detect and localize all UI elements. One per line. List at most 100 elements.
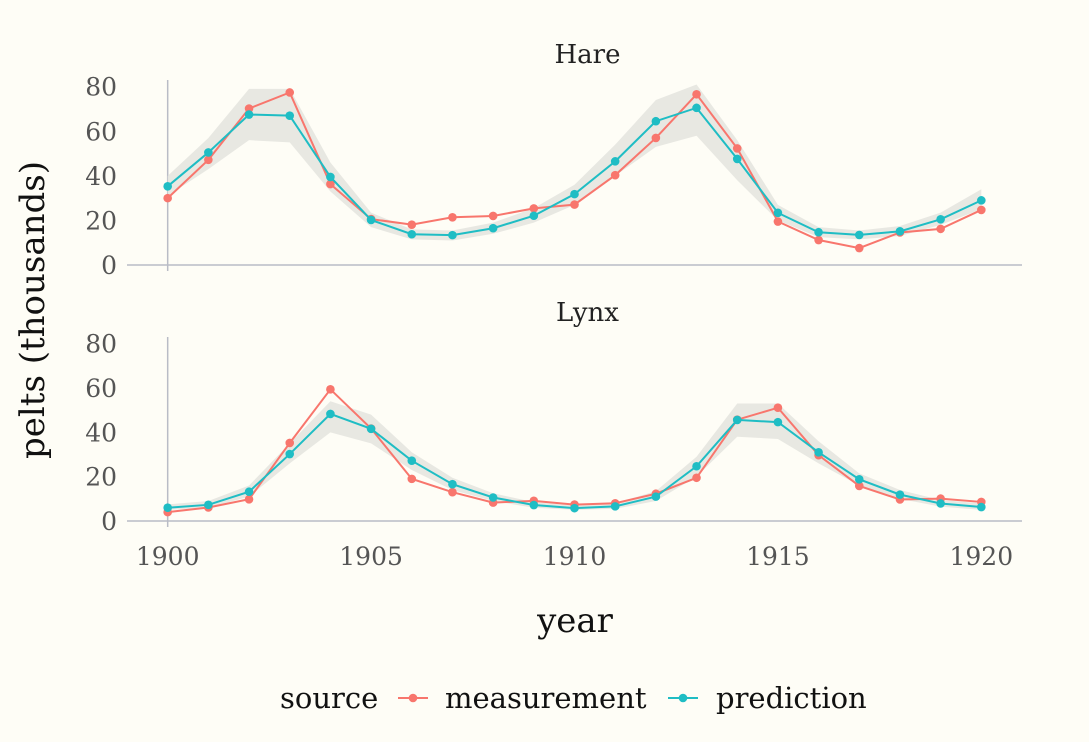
point-measurement xyxy=(285,88,295,97)
point-measurement xyxy=(448,487,457,497)
point-prediction xyxy=(326,409,335,419)
point-prediction xyxy=(773,208,783,218)
panel-title: Lynx xyxy=(556,298,619,328)
point-measurement xyxy=(285,438,295,448)
y-tick-label: 40 xyxy=(85,418,117,447)
point-prediction xyxy=(610,502,620,511)
point-measurement xyxy=(854,243,864,253)
point-prediction xyxy=(366,424,376,434)
point-measurement xyxy=(814,235,823,245)
point-prediction xyxy=(326,172,335,182)
panel-0: Hare 0 20 40 60 80 xyxy=(85,40,1022,280)
y-tick-label: 40 xyxy=(85,162,117,191)
point-measurement xyxy=(773,217,783,226)
point-prediction xyxy=(692,103,701,113)
point-measurement xyxy=(732,144,742,153)
y-tick-label: 20 xyxy=(85,463,117,492)
point-prediction xyxy=(244,487,254,497)
point-prediction xyxy=(854,475,864,484)
legend-label: measurement xyxy=(445,681,647,715)
x-tick-label: 1915 xyxy=(746,542,810,571)
point-prediction xyxy=(163,182,172,191)
y-tick-label: 0 xyxy=(101,251,117,280)
x-tick-label: 1910 xyxy=(543,542,607,571)
point-prediction xyxy=(936,499,945,508)
point-prediction xyxy=(651,492,661,501)
point-prediction xyxy=(977,502,986,512)
point-prediction xyxy=(244,110,254,119)
y-tick-label: 0 xyxy=(101,507,117,536)
point-prediction xyxy=(285,111,295,120)
point-measurement xyxy=(610,170,620,180)
point-measurement xyxy=(407,220,417,229)
point-prediction xyxy=(448,479,457,489)
point-measurement xyxy=(407,474,417,484)
x-tick-labels: 1900 1905 1910 1915 1920 xyxy=(136,542,1013,571)
point-measurement xyxy=(244,494,254,504)
point-prediction xyxy=(814,227,823,237)
point-prediction xyxy=(163,503,172,512)
legend-swatch-point xyxy=(408,693,418,703)
point-measurement xyxy=(529,204,539,213)
point-prediction xyxy=(529,211,539,221)
point-prediction xyxy=(570,189,579,199)
point-measurement xyxy=(977,205,986,215)
point-measurement xyxy=(244,104,254,113)
point-prediction xyxy=(366,215,376,225)
point-prediction xyxy=(529,500,539,510)
point-measurement xyxy=(488,211,498,221)
point-prediction xyxy=(692,461,701,471)
point-measurement xyxy=(651,133,661,143)
x-axis-title: year xyxy=(536,601,614,641)
legend: source measurement prediction xyxy=(280,681,867,715)
y-tick-label: 60 xyxy=(85,374,117,403)
point-measurement xyxy=(326,179,335,189)
point-prediction xyxy=(407,456,417,466)
point-prediction xyxy=(895,490,905,499)
point-measurement xyxy=(204,155,213,165)
point-prediction xyxy=(895,227,905,236)
point-measurement xyxy=(773,403,783,413)
point-prediction xyxy=(204,148,213,157)
panel-title: Hare xyxy=(555,40,621,70)
point-measurement xyxy=(936,224,945,234)
point-prediction xyxy=(488,223,498,233)
point-prediction xyxy=(732,415,742,425)
point-measurement xyxy=(692,473,701,483)
prediction-band xyxy=(167,84,982,241)
point-prediction xyxy=(488,493,498,502)
y-tick-label: 20 xyxy=(85,206,117,235)
point-prediction xyxy=(651,116,661,126)
point-prediction xyxy=(407,229,417,239)
y-tick-label: 80 xyxy=(85,330,117,359)
point-prediction xyxy=(977,196,986,205)
point-measurement xyxy=(854,481,864,491)
point-prediction xyxy=(732,154,742,164)
point-measurement xyxy=(163,193,172,203)
legend-item-measurement: measurement xyxy=(398,681,647,715)
point-prediction xyxy=(448,230,457,240)
y-tick-label: 80 xyxy=(85,73,117,102)
point-measurement xyxy=(326,385,335,394)
point-prediction xyxy=(570,503,579,513)
x-tick-label: 1905 xyxy=(339,542,403,571)
point-prediction xyxy=(204,500,213,510)
x-tick-label: 1900 xyxy=(136,542,200,571)
legend-item-prediction: prediction xyxy=(668,681,867,715)
panel-1: Lynx 0 20 40 60 80 xyxy=(85,298,1022,536)
point-prediction xyxy=(854,230,864,240)
point-measurement xyxy=(448,213,457,222)
point-prediction xyxy=(285,449,295,459)
point-prediction xyxy=(814,447,823,457)
panels-layer: Hare 0 20 40 60 80 Lynx 0 20 40 60 80 xyxy=(85,40,1022,536)
point-measurement xyxy=(570,200,579,209)
legend-title: source xyxy=(280,681,378,715)
point-prediction xyxy=(936,215,945,224)
x-tick-label: 1920 xyxy=(950,542,1014,571)
legend-swatch-point xyxy=(678,693,688,703)
point-measurement xyxy=(692,89,701,99)
point-prediction xyxy=(610,157,620,166)
y-axis-title: pelts (thousands) xyxy=(13,161,53,459)
